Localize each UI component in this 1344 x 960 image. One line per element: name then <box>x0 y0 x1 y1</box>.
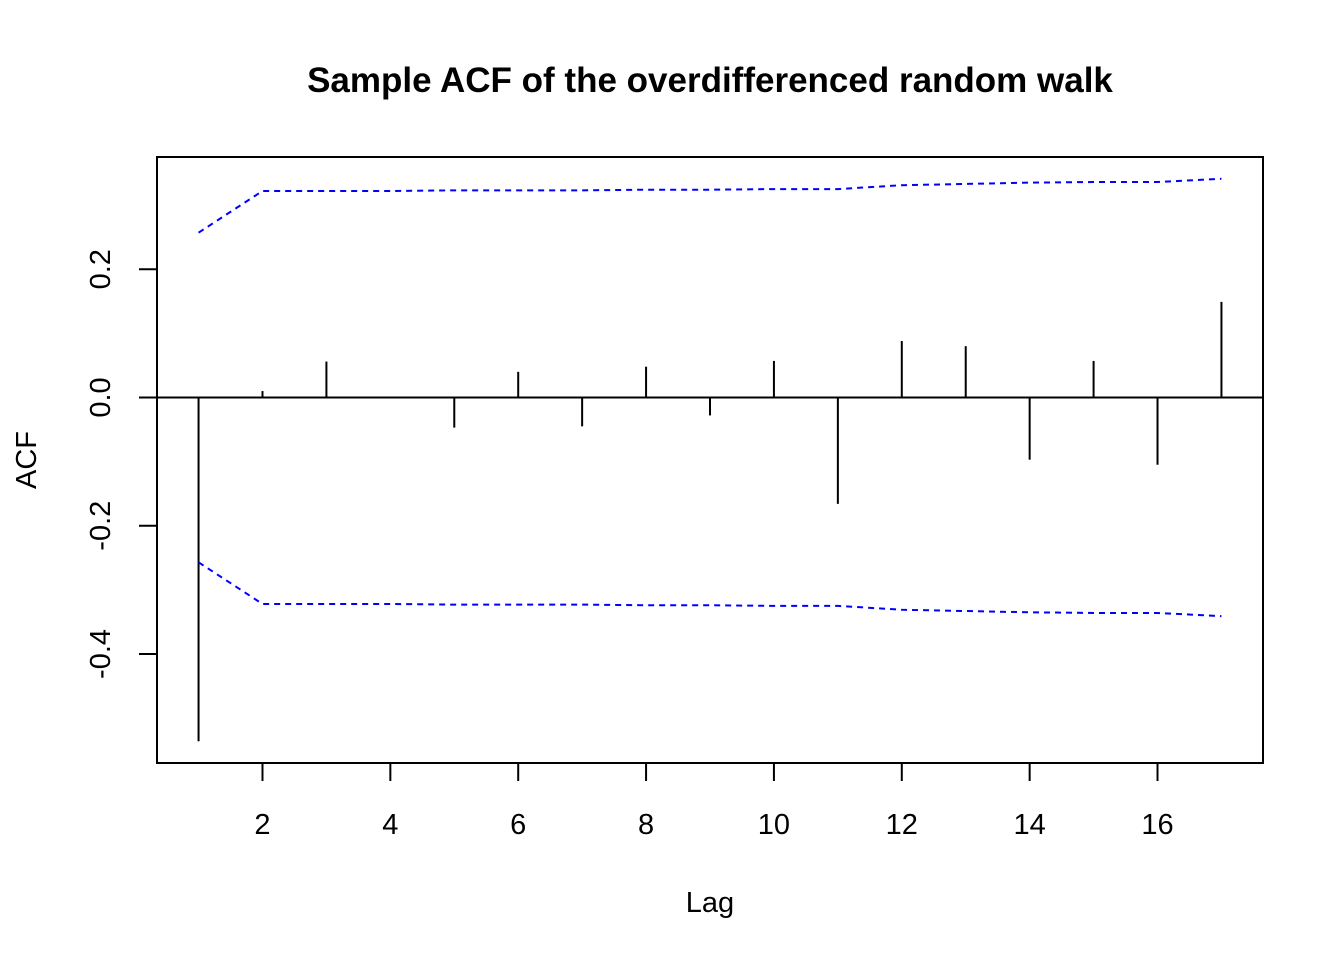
y-axis-label: ACF <box>11 431 43 489</box>
x-tick-label: 10 <box>758 809 790 841</box>
acf-bars <box>197 301 1223 742</box>
x-axis: 2 4 6 8 10 12 14 16 <box>254 763 1174 841</box>
upper-confidence-band <box>198 177 1222 234</box>
x-tick-label: 6 <box>510 809 526 841</box>
y-tick-label: 0.2 <box>85 249 117 289</box>
x-tick-label: 4 <box>382 809 398 841</box>
x-tick-label: 8 <box>638 809 654 841</box>
y-tick-label: 0.0 <box>85 377 117 417</box>
y-axis: -0.4 -0.2 0.0 0.2 <box>85 249 157 679</box>
x-tick-label: 16 <box>1141 809 1173 841</box>
y-tick-label: -0.4 <box>85 629 117 679</box>
x-tick-label: 2 <box>254 809 270 841</box>
x-tick-label: 12 <box>886 809 918 841</box>
x-axis-label: Lag <box>686 887 734 919</box>
plot-frame <box>156 156 1264 764</box>
chart-title: Sample ACF of the overdifferenced random… <box>307 61 1113 100</box>
y-tick-label: -0.2 <box>85 501 117 551</box>
x-tick-label: 14 <box>1014 809 1046 841</box>
lower-confidence-band <box>198 561 1222 618</box>
